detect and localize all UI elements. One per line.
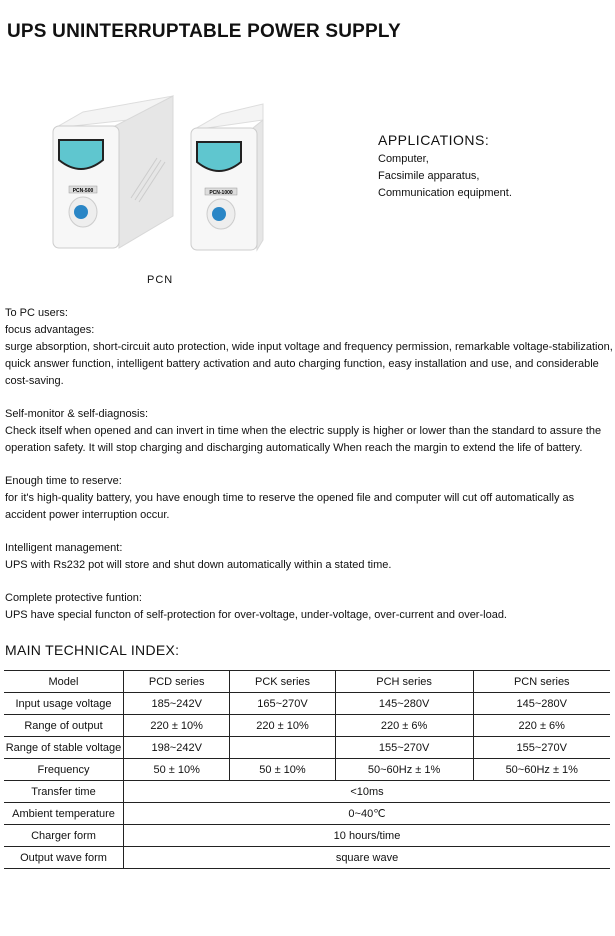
table-cell: 220 ± 6% — [334, 714, 474, 737]
table-cell: 10 hours/time — [123, 824, 610, 847]
application-item: Facsimile apparatus, — [378, 170, 480, 182]
table-cell — [229, 736, 336, 759]
description: To PC users: focus advantages: surge abs… — [5, 305, 613, 640]
table-header-row: Model PCD series PCK series PCH series PCN s… — [4, 670, 610, 693]
table-cell: Input usage voltage — [4, 692, 124, 715]
table-row: Output wave form square wave — [4, 846, 610, 869]
section-self-monitor: Self-monitor & self-diagnosis: Check its… — [5, 406, 613, 457]
table-cell: 155~270V — [472, 736, 610, 759]
section-protective-function: Complete protective funtion: UPS have sp… — [5, 590, 613, 624]
table-cell: PCN series — [472, 670, 610, 693]
table-cell: 145~280V — [472, 692, 610, 715]
table-cell: 165~270V — [229, 692, 336, 715]
table-cell: PCK series — [229, 670, 336, 693]
table-cell: PCD series — [122, 670, 230, 693]
lcd-screen-icon — [196, 141, 242, 172]
section-heading: Self-monitor & self-diagnosis: — [5, 408, 149, 420]
section-to-pc-users: To PC users: focus advantages: surge abs… — [5, 305, 613, 390]
table-cell: 220 ± 6% — [472, 714, 610, 737]
svg-text:PCN-1000: PCN-1000 — [209, 190, 233, 196]
table-cell: Model — [4, 670, 124, 693]
table-cell: Range of stable voltage — [4, 736, 124, 759]
table-cell: <10ms — [123, 780, 610, 803]
table-cell: Frequency — [4, 758, 124, 781]
table-row: Frequency 50 ± 10% 50 ± 10% 50~60Hz ± 1% 50~… — [4, 758, 610, 781]
technical-index-table: Model PCD series PCK series PCH series PCN s… — [4, 670, 610, 869]
section-heading: To PC users: — [5, 307, 68, 319]
application-item: Computer, — [378, 153, 429, 165]
table-cell: 50 ± 10% — [122, 758, 230, 781]
table-cell: Range of output — [4, 714, 124, 737]
ups-unit-pcn-1000: PCN-1000 — [190, 103, 264, 252]
table-cell: square wave — [123, 846, 610, 869]
table-cell: 198~242V — [122, 736, 230, 759]
power-button-icon — [212, 207, 226, 221]
table-cell: 185~242V — [122, 692, 230, 715]
section-text: surge absorption, short-circuit auto pro… — [5, 341, 613, 387]
table-cell: 155~270V — [334, 736, 474, 759]
section-text: Check itself when opened and can invert … — [5, 425, 602, 454]
table-row: Transfer time <10ms — [4, 780, 610, 803]
page-title: UPS UNINTERRUPTABLE POWER SUPPLY — [7, 21, 401, 42]
table-cell: 145~280V — [334, 692, 474, 715]
applications: APPLICATIONS: Computer, Facsimile appara… — [378, 132, 512, 202]
lcd-screen-icon — [58, 139, 104, 170]
section-subheading: focus advantages: — [5, 324, 95, 336]
table-cell: PCH series — [334, 670, 474, 693]
table-cell: 50 ± 10% — [229, 758, 336, 781]
table-cell: 50~60Hz ± 1% — [472, 758, 610, 781]
table-row: Charger form 10 hours/time — [4, 824, 610, 847]
power-button-icon — [74, 205, 88, 219]
applications-heading: APPLICATIONS: — [378, 132, 490, 148]
section-heading: Intelligent management: — [5, 542, 123, 554]
table-row: Range of stable voltage 198~242V 155~270V 1… — [4, 736, 610, 759]
table-cell: 220 ± 10% — [229, 714, 336, 737]
table-cell: Ambient temperature — [4, 802, 124, 825]
table-row: Range of output 220 ± 10% 220 ± 10% 220 ± 6… — [4, 714, 610, 737]
table-cell: 0~40℃ — [123, 802, 610, 825]
svg-text:PCN-500: PCN-500 — [73, 188, 94, 194]
section-text: for it's high-quality battery, you have … — [5, 492, 575, 521]
section-heading: Enough time to reserve: — [5, 475, 122, 487]
table-cell: 50~60Hz ± 1% — [334, 758, 474, 781]
table-cell: Transfer time — [4, 780, 124, 803]
section-text: UPS with Rs232 pot will store and shut d… — [5, 559, 392, 571]
ups-product-image: PCN-500 PCN-1000 — [52, 95, 264, 252]
image-caption: PCN — [147, 274, 174, 286]
table-title: MAIN TECHNICAL INDEX: — [5, 642, 180, 658]
table-cell: Charger form — [4, 824, 124, 847]
table-cell: Output wave form — [4, 846, 124, 869]
section-intelligent-management: Intelligent management: UPS with Rs232 p… — [5, 540, 613, 574]
table-row: Input usage voltage 185~242V 165~270V 145~2… — [4, 692, 610, 715]
table-cell: 220 ± 10% — [122, 714, 230, 737]
section-heading: Complete protective funtion: — [5, 592, 142, 604]
section-reserve-time: Enough time to reserve: for it's high-qu… — [5, 473, 613, 524]
section-text: UPS have special functon of self-protect… — [5, 609, 507, 621]
application-item: Communication equipment. — [378, 187, 512, 199]
table-row: Ambient temperature 0~40℃ — [4, 802, 610, 825]
ups-unit-pcn-500: PCN-500 — [52, 95, 174, 249]
